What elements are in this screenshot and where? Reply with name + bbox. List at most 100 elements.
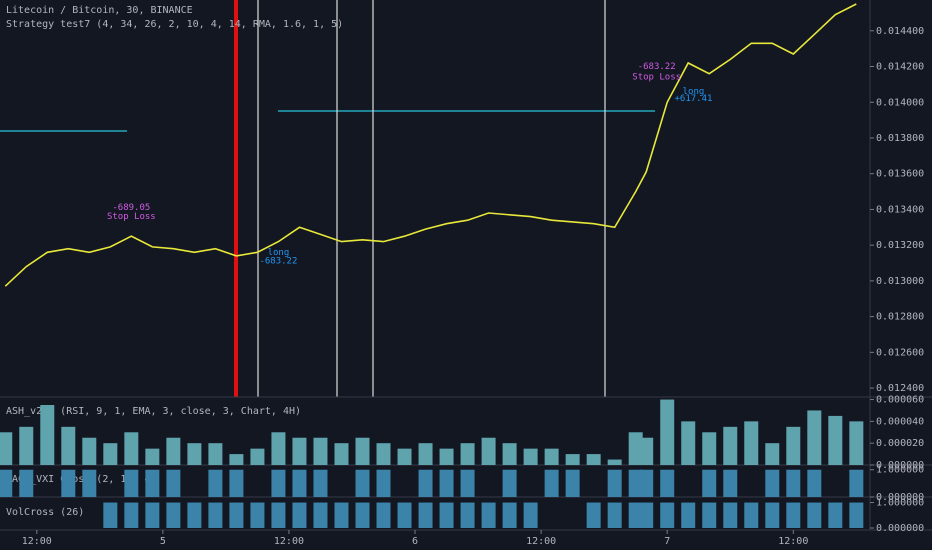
bar xyxy=(0,469,13,497)
trade-label: -683.22 xyxy=(638,62,676,72)
y-tick-label: 0.013000 xyxy=(876,276,924,287)
bar xyxy=(124,432,139,465)
bar xyxy=(124,502,139,528)
bar xyxy=(250,502,265,528)
bar xyxy=(166,502,181,528)
bar xyxy=(639,469,654,497)
bar xyxy=(744,502,759,528)
bar xyxy=(376,469,391,497)
bar xyxy=(544,469,559,497)
bar xyxy=(124,469,139,497)
bar xyxy=(82,469,97,497)
price-line xyxy=(4,3,857,287)
bar xyxy=(607,469,622,497)
bar xyxy=(744,421,759,465)
bar xyxy=(418,502,433,528)
bar xyxy=(660,469,675,497)
bar xyxy=(313,437,328,465)
bar xyxy=(702,432,717,465)
bar xyxy=(565,454,580,465)
x-tick-label: 12:00 xyxy=(274,536,304,547)
bar xyxy=(639,502,654,528)
y-tick-label: 0.014200 xyxy=(876,62,924,73)
bar xyxy=(639,437,654,465)
bar xyxy=(765,443,780,465)
bar xyxy=(19,469,34,497)
bar xyxy=(765,469,780,497)
bar xyxy=(607,459,622,465)
bar xyxy=(103,502,118,528)
y-tick-label: 0.014400 xyxy=(876,26,924,37)
bar xyxy=(786,469,801,497)
bar xyxy=(271,469,286,497)
bar xyxy=(292,437,307,465)
bar xyxy=(502,502,517,528)
bar xyxy=(828,415,843,465)
bar xyxy=(166,469,181,497)
x-tick-label: 12:00 xyxy=(778,536,808,547)
bar xyxy=(208,443,223,465)
bar xyxy=(439,448,454,465)
bar xyxy=(250,448,265,465)
bar xyxy=(418,469,433,497)
bar xyxy=(187,443,202,465)
bar xyxy=(807,502,822,528)
bar xyxy=(355,437,370,465)
x-tick-label: 7 xyxy=(664,536,670,547)
y-tick-label: 0.000040 xyxy=(876,416,924,427)
bar xyxy=(723,502,738,528)
bar xyxy=(628,432,643,465)
bar xyxy=(292,502,307,528)
trade-label: long xyxy=(268,248,290,258)
bar xyxy=(523,448,538,465)
bar xyxy=(502,443,517,465)
bar xyxy=(334,443,349,465)
bar xyxy=(376,443,391,465)
bar xyxy=(292,469,307,497)
y-tick-label: 1.000000 xyxy=(876,465,924,476)
bar xyxy=(355,502,370,528)
bar xyxy=(702,469,717,497)
pane-title: VolCross (26) xyxy=(6,507,84,518)
chart-subtitle: Strategy test7 (4, 34, 26, 2, 10, 4, 14,… xyxy=(6,19,343,30)
bar xyxy=(0,432,13,465)
trade-label: long xyxy=(683,87,705,97)
bar xyxy=(481,502,496,528)
bar xyxy=(681,502,696,528)
bar xyxy=(849,421,864,465)
bar xyxy=(681,421,696,465)
trade-label: -683.22 xyxy=(259,257,297,267)
trade-label: -689.05 xyxy=(112,203,150,213)
bar xyxy=(849,469,864,497)
y-tick-label: 0.000000 xyxy=(876,460,924,471)
bar xyxy=(723,469,738,497)
bar xyxy=(460,443,475,465)
pane-title: MACD_VXI Cross (2, 10, 4) xyxy=(6,474,157,485)
bar xyxy=(786,502,801,528)
trade-label: +617.41 xyxy=(675,94,713,104)
bar xyxy=(418,443,433,465)
bar xyxy=(271,502,286,528)
bar xyxy=(19,426,34,465)
pane-title: ASH_v2.0 (RSI, 9, 1, EMA, 3, close, 3, C… xyxy=(6,406,301,417)
bar xyxy=(460,469,475,497)
bar xyxy=(208,469,223,497)
bar xyxy=(40,405,55,465)
bar xyxy=(229,454,244,465)
bar xyxy=(229,502,244,528)
bar xyxy=(439,469,454,497)
bar xyxy=(397,448,412,465)
bar xyxy=(565,469,580,497)
bar xyxy=(376,502,391,528)
bar xyxy=(765,502,780,528)
bar xyxy=(807,469,822,497)
bar xyxy=(828,502,843,528)
bar xyxy=(313,502,328,528)
bar xyxy=(702,502,717,528)
x-tick-label: 6 xyxy=(412,536,418,547)
y-tick-label: 0.014000 xyxy=(876,97,924,108)
bar xyxy=(61,469,76,497)
y-tick-label: 0.000020 xyxy=(876,438,924,449)
